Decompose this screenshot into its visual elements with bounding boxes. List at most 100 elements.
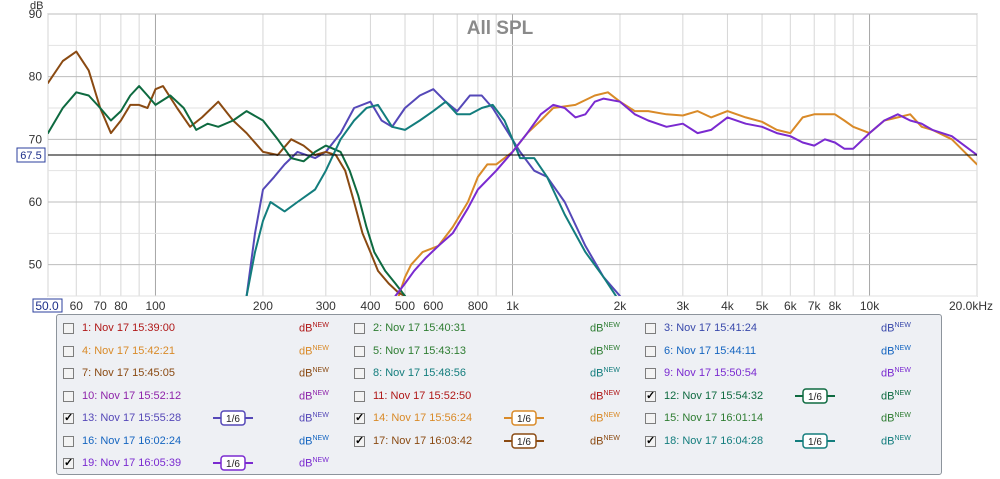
legend-item-11[interactable]: 11: Nov 17 15:52:50 dBNEW xyxy=(354,388,640,408)
legend-label: 16: Nov 17 16:02:24 xyxy=(82,434,182,447)
legend-db-label: dBNEW xyxy=(590,367,620,380)
db-text: dB xyxy=(590,367,604,380)
legend-db-label: dBNEW xyxy=(590,345,620,358)
db-new-badge: NEW xyxy=(894,367,911,374)
legend-item-12[interactable]: 12: Nov 17 15:54:32 1/6 dBNEW xyxy=(645,387,931,408)
legend-db-label: dBNEW xyxy=(590,322,620,335)
x-tick-label: 2k xyxy=(614,299,628,313)
legend-item-6[interactable]: 6: Nov 17 15:44:11 dBNEW xyxy=(645,343,931,363)
x-tick-label: 70 xyxy=(93,299,107,313)
legend-checkbox-3[interactable] xyxy=(645,323,656,334)
x-start-box xyxy=(32,298,63,313)
series-line-4 xyxy=(48,85,406,296)
smoothing-indicator-18[interactable]: 1/6 xyxy=(795,432,835,449)
legend-db-label: dBNEW xyxy=(881,435,911,448)
legend-checkbox-15[interactable] xyxy=(645,413,656,424)
smoothing-indicator-19[interactable]: 1/6 xyxy=(213,455,253,471)
db-new-badge: NEW xyxy=(312,457,329,464)
legend-checkbox-5[interactable] xyxy=(354,345,365,357)
db-text: dB xyxy=(299,390,313,403)
legend-item-1[interactable]: 1: Nov 17 15:39:00 dBNEW xyxy=(63,320,349,340)
legend-item-15[interactable]: 15: Nov 17 16:01:14 dBNEW xyxy=(645,410,931,430)
db-new-badge: NEW xyxy=(603,367,620,374)
y-axis-label: dB xyxy=(30,0,43,12)
legend-db-label: dBNEW xyxy=(881,367,911,380)
db-text: dB xyxy=(590,322,604,335)
legend-item-7[interactable]: 7: Nov 17 15:45:05 dBNEW xyxy=(63,365,349,385)
x-tick-label: 60 xyxy=(70,299,84,313)
legend-label: 14: Nov 17 15:56:24 xyxy=(373,412,473,424)
legend-db-label: dBNEW xyxy=(590,412,620,425)
chart-canvas[interactable]: All SPL dB 50 60 70 80 90 50.0 60 70 80 100 200 300 40… xyxy=(0,0,1000,314)
legend-db-label: dBNEW xyxy=(299,367,329,380)
legend-label: 13: Nov 17 15:55:28 xyxy=(82,412,182,424)
y-tick-label: 70 xyxy=(29,132,43,146)
legend-checkbox-16[interactable] xyxy=(63,435,74,447)
legend-checkbox-4[interactable] xyxy=(63,345,74,357)
db-text: dB xyxy=(299,435,313,448)
db-new-badge: NEW xyxy=(894,344,911,352)
db-new-badge: NEW xyxy=(603,389,620,397)
legend-item-3[interactable]: 3: Nov 17 15:41:24 dBNEW xyxy=(645,320,931,340)
legend-item-10[interactable]: 10: Nov 17 15:52:12 dBNEW xyxy=(63,388,349,408)
y-tick-label: 80 xyxy=(29,70,43,84)
legend-item-4[interactable]: 4: Nov 17 15:42:21 dBNEW xyxy=(63,343,349,363)
legend-db-label: dBNEW xyxy=(590,390,620,403)
legend-db-label: dBNEW xyxy=(881,322,911,335)
db-text: dB xyxy=(881,322,895,335)
series-line-5 xyxy=(245,100,617,296)
legend-checkbox-12[interactable] xyxy=(645,390,656,402)
legend-checkbox-1[interactable] xyxy=(63,323,74,334)
db-new-badge: NEW xyxy=(603,322,620,329)
x-tick-label: 8k xyxy=(829,299,843,313)
x-tick-label: 4k xyxy=(721,299,735,313)
x-tick-label: 50.0 xyxy=(35,299,59,313)
legend-checkbox-9[interactable] xyxy=(645,368,656,379)
db-new-badge: NEW xyxy=(312,389,329,397)
legend-label: 4: Nov 17 15:42:21 xyxy=(82,344,175,357)
legend-item-16[interactable]: 16: Nov 17 16:02:24 dBNEW xyxy=(63,433,349,453)
legend-db-label: dBNEW xyxy=(299,412,329,425)
legend-label: 1: Nov 17 15:39:00 xyxy=(82,322,175,334)
spl-chart[interactable]: All SPL dB 50 60 70 80 90 50.0 60 70 80 100 200 300 40… xyxy=(0,0,1000,314)
x-tick-label: 10k xyxy=(860,299,880,313)
legend-item-2[interactable]: 2: Nov 17 15:40:31 dBNEW xyxy=(354,320,640,340)
legend-checkbox-18[interactable] xyxy=(645,435,656,447)
legend-label: 6: Nov 17 15:44:11 xyxy=(664,344,757,357)
smoothing-indicator-17[interactable]: 1/6 xyxy=(504,432,544,449)
legend-checkbox-2[interactable] xyxy=(354,323,365,334)
smoothing-label: 1/6 xyxy=(226,459,240,470)
legend-checkbox-14[interactable] xyxy=(354,413,365,424)
legend-item-18[interactable]: 18: Nov 17 16:04:28 1/6 dBNEW xyxy=(645,432,931,453)
smoothing-indicator-13[interactable]: 1/6 xyxy=(213,410,253,426)
legend-label: 9: Nov 17 15:50:54 xyxy=(664,367,757,379)
legend-checkbox-10[interactable] xyxy=(63,390,74,402)
smoothing-indicator-14[interactable]: 1/6 xyxy=(504,410,544,426)
legend-checkbox-11[interactable] xyxy=(354,390,365,402)
legend-item-9[interactable]: 9: Nov 17 15:50:54 dBNEW xyxy=(645,365,931,385)
legend-item-13[interactable]: 13: Nov 17 15:55:28 1/6 dBNEW xyxy=(63,410,349,430)
legend-checkbox-6[interactable] xyxy=(645,345,656,357)
legend-item-19[interactable]: 19: Nov 17 16:05:39 1/6 dBNEW xyxy=(63,455,349,475)
db-text: dB xyxy=(299,412,313,425)
legend-checkbox-13[interactable] xyxy=(63,413,74,424)
legend-item-5[interactable]: 5: Nov 17 15:43:13 dBNEW xyxy=(354,343,640,363)
x-tick-label: 500 xyxy=(395,299,415,313)
legend-label: 7: Nov 17 15:45:05 xyxy=(82,367,175,379)
legend-item-17[interactable]: 17: Nov 17 16:03:42 1/6 dBNEW xyxy=(354,432,640,453)
legend-item-8[interactable]: 8: Nov 17 15:48:56 dBNEW xyxy=(354,365,640,385)
legend-checkbox-8[interactable] xyxy=(354,368,365,379)
x-tick-label: 3k xyxy=(677,299,691,313)
smoothing-indicator-12[interactable]: 1/6 xyxy=(795,387,835,404)
db-text: dB xyxy=(881,435,895,448)
legend-item-14[interactable]: 14: Nov 17 15:56:24 1/6 dBNEW xyxy=(354,410,640,430)
legend-checkbox-7[interactable] xyxy=(63,368,74,379)
legend-label: 17: Nov 17 16:03:42 xyxy=(373,434,473,447)
db-text: dB xyxy=(299,367,313,380)
legend-checkbox-19[interactable] xyxy=(63,458,74,469)
db-text: dB xyxy=(590,435,604,448)
db-text: dB xyxy=(590,390,604,403)
legend-checkbox-17[interactable] xyxy=(354,435,365,447)
legend-label: 8: Nov 17 15:48:56 xyxy=(373,367,466,379)
legend-db-label: dBNEW xyxy=(299,435,329,448)
